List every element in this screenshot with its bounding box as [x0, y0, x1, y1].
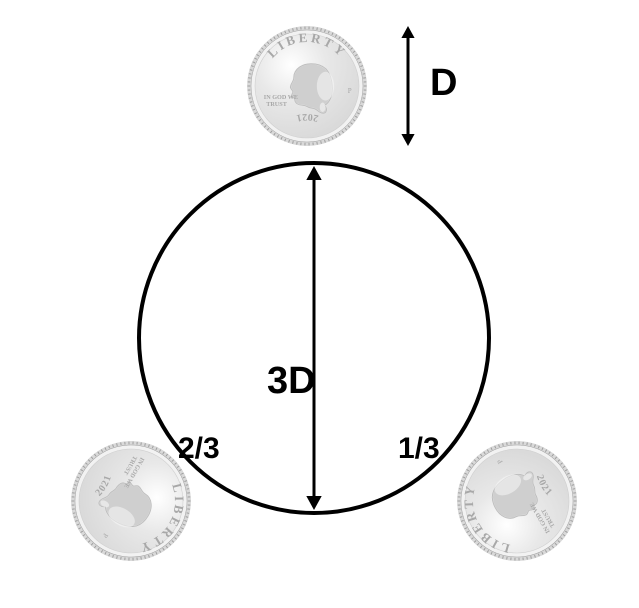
svg-text:P: P	[348, 87, 352, 95]
coin-top: LIBERTY2021IN GOD WETRUSTP	[247, 26, 367, 146]
label-one-third: 1/3	[398, 432, 440, 466]
label-3d: 3D	[267, 360, 316, 403]
label-two-thirds: 2/3	[178, 432, 220, 466]
d-dimension-arrow	[401, 26, 414, 146]
label-d: D	[430, 62, 457, 105]
vertical-double-arrow	[306, 166, 321, 510]
